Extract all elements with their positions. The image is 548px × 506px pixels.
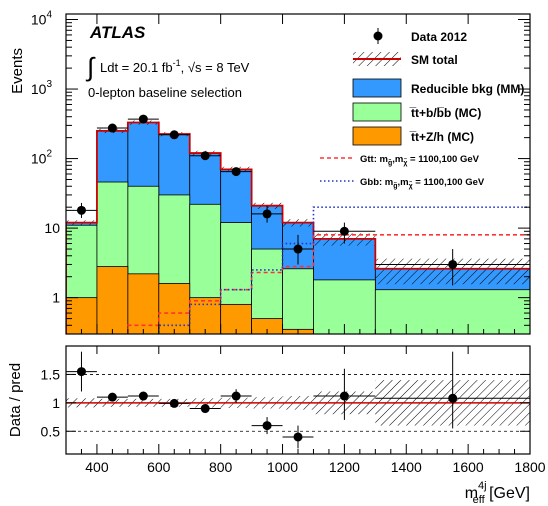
x-tick-label-1400: 1400 <box>391 459 422 475</box>
ratio-axis-label: Data / pred <box>7 363 24 437</box>
y-tick-label-0: 1 <box>52 290 60 306</box>
atlas-logo: ATLAS <box>89 23 146 42</box>
data-point-7 <box>293 244 303 254</box>
x-tick-label-800: 800 <box>209 459 233 475</box>
legend: Data 2012 SM total Reducible bkg (MM) t̅… <box>320 28 524 190</box>
ratio-point-5 <box>231 391 241 401</box>
stack-bar-0-3 <box>158 283 191 334</box>
stack-bar-0-4 <box>189 297 222 334</box>
sm-total-line <box>66 121 530 334</box>
ratio-y-tick-label-0.5: 0.5 <box>41 423 61 439</box>
legend-reducible-swatch <box>352 78 402 98</box>
x-axis-label: m4j eff [GeV] <box>465 480 530 506</box>
x-tick-label-1800: 1800 <box>514 459 545 475</box>
stack-bar-0-1 <box>96 266 129 334</box>
ratio-point-8 <box>339 391 349 401</box>
x-tick-label-600: 600 <box>147 459 171 475</box>
ratio-point-3 <box>169 398 179 408</box>
ratio-point-2 <box>138 391 148 401</box>
legend-ttbb-swatch <box>352 102 402 122</box>
data-point-9 <box>448 259 458 269</box>
integral-sign: ∫ <box>85 52 96 82</box>
legend-reducible-label: Reducible bkg (MM) <box>411 82 524 96</box>
y-tick-label-3: 103 <box>31 79 53 97</box>
stack-bar-0-2 <box>127 273 160 334</box>
stack-bar-1-7 <box>282 268 314 334</box>
y-tick-label-2: 102 <box>31 149 53 167</box>
legend-ttzh-swatch <box>352 126 402 146</box>
ratio-point-4 <box>200 404 210 414</box>
data-point-0 <box>76 205 86 215</box>
selection-label: 0-lepton baseline selection <box>88 85 242 100</box>
legend-ttbb-label: t̅t+b/b̅b (MC) <box>409 106 481 120</box>
ratio-y-tick-label-1: 1 <box>52 395 60 411</box>
data-point-3 <box>169 130 179 140</box>
y-tick-label-1: 10 <box>44 220 60 236</box>
legend-data-label: Data 2012 <box>411 30 467 44</box>
x-tick-label-1600: 1600 <box>453 459 484 475</box>
data-point-4 <box>200 151 210 161</box>
y-axis-label: Events <box>9 48 26 94</box>
data-point-5 <box>231 167 241 177</box>
ratio-point-9 <box>448 393 458 403</box>
bottom-panel: 0.5 1 1.5 Data / pred 400 600 800 1000 1200 140… <box>7 345 546 506</box>
data-point-1 <box>107 123 117 133</box>
stack-bar-0-0 <box>66 297 98 334</box>
data-point-8 <box>339 226 349 236</box>
signal-line-gtt <box>66 234 530 334</box>
x-tick-label-1000: 1000 <box>267 459 298 475</box>
ratio-point-1 <box>107 392 117 402</box>
ratio-point-7 <box>293 432 303 442</box>
ratio-point-0 <box>76 367 86 377</box>
y-tick-label-4: 104 <box>31 10 53 28</box>
data-point-2 <box>138 114 148 124</box>
ratio-y-tick-label-1.5: 1.5 <box>41 366 61 382</box>
legend-ttzh-label: t̅t+Z/h (MC) <box>409 130 474 144</box>
x-tick-label-400: 400 <box>85 459 109 475</box>
top-panel: 1 10 102 103 104 Events <box>9 10 531 335</box>
legend-gtt-label: Gtt: mg̃,mχ̃ = 1100,100 GeV <box>360 154 480 167</box>
ratio-point-6 <box>262 421 272 431</box>
legend-gbb-label: Gbb: mg̃,mχ̃ = 1100,100 GeV <box>360 177 485 190</box>
luminosity-label: Ldt = 20.1 fb-1, √s = 8 TeV <box>100 58 250 75</box>
data-point-6 <box>262 209 272 219</box>
x-tick-label-1200: 1200 <box>329 459 360 475</box>
atlas-labels: ATLAS ∫ Ldt = 20.1 fb-1, √s = 8 TeV 0-le… <box>85 23 250 100</box>
legend-sm-label: SM total <box>411 53 458 67</box>
stack-bar-1-9 <box>374 289 530 334</box>
